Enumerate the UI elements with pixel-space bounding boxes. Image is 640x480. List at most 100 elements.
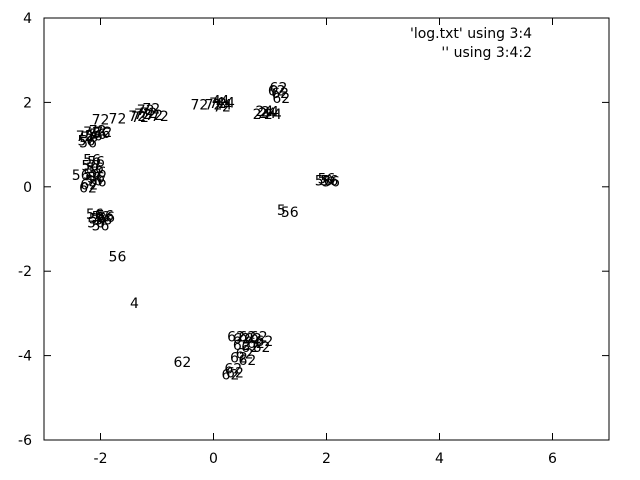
data-point-label: 56 [83,152,101,168]
data-point-label: 4 [130,296,139,312]
data-point-label: 62 [174,355,192,371]
data-point-label: 56 [281,205,299,221]
data-point-label: 72 [213,100,231,116]
data-point-label: 72 [140,106,158,122]
data-point-label: 56 [109,249,127,265]
data-point-label: 56 [320,173,338,189]
data-point-label: 62 [79,181,97,197]
y-tick-label: -6 [18,433,32,449]
data-point-label: 72 [137,103,155,119]
data-point-label: 4 [212,93,221,109]
data-point-label: 24 [264,107,282,123]
data-point-label: 62 [255,334,273,350]
data-point-label: 56 [87,216,105,232]
data-point-label: 5 [277,203,286,219]
legend-entry-series-1: 'log.txt' using 3:4 [410,26,532,42]
data-point-label: 56 [93,126,111,142]
data-point-label: 56 [81,159,99,175]
data-point-label: 56 [322,175,340,191]
data-point-label: 56 [89,165,107,181]
x-tick-label: 6 [548,451,557,467]
data-point-label: 56 [315,173,333,189]
data-point-label: 4 [223,98,232,114]
data-point-label: 62 [227,330,245,346]
data-point-label: 24 [253,107,271,123]
data-point-label: 56 [92,219,110,235]
data-point-label: 72 [142,102,160,118]
x-tick-label: 2 [322,451,331,467]
data-point-label: 62 [253,340,271,356]
x-tick-label: 0 [209,451,218,467]
data-point-label: 56 [86,207,104,223]
data-point-label: 72 [190,98,208,114]
data-point-label: 56 [87,171,105,187]
data-point-label: 72 [94,125,112,141]
data-point-label: 56 [97,210,115,226]
data-point-label: 4 [216,95,225,111]
data-point-label: 72 [109,111,127,127]
plot-frame [43,17,610,441]
data-point-label: 72 [76,129,94,145]
data-point-label: 62 [224,361,242,377]
data-point-label: 72 [83,125,101,141]
data-point-label: 62 [233,338,251,354]
data-point-label: 72 [92,112,110,128]
data-point-label: 56 [94,213,112,229]
data-point-label: 62 [272,91,290,107]
data-point-label: 62 [247,336,265,352]
data-point-label: 62 [230,351,248,367]
data-point-label: 24 [255,104,273,120]
data-point-label: 56 [96,208,114,224]
y-tick-label: 2 [23,95,32,111]
data-labels: 5656565656727272725672565656565656565656… [72,81,340,384]
data-point-label: 56 [92,209,110,225]
data-point-label: 24 [261,105,279,121]
data-point-label: 62 [233,332,251,348]
data-point-label: 62 [250,330,268,346]
data-point-label: 62 [226,365,244,381]
data-point-label: 56 [86,161,104,177]
data-point-label: 72 [209,96,227,112]
data-point-label: 56 [89,211,107,227]
data-point-label: 62 [222,368,240,384]
legend-entry-series-2: '' using 3:4:2 [441,45,532,61]
y-tick-label: 4 [23,11,32,27]
data-point-label: 24 [258,106,276,122]
y-tick-label: -2 [18,264,32,280]
data-point-label: 62 [244,332,262,348]
data-point-label: 56 [89,175,107,191]
data-point-label: 56 [80,130,98,146]
data-point-label: 56 [85,173,103,189]
data-point-label: 72 [128,109,146,125]
data-point-label: 72 [131,110,149,126]
data-point-label: 4 [226,95,235,111]
data-point-label: 72 [89,124,107,140]
x-tick-label: -2 [94,451,108,467]
data-point-label: 72 [151,109,169,125]
data-point-label: 72 [134,107,152,123]
data-point-label: 56 [85,128,103,144]
data-point-label: 56 [89,127,107,143]
legend: 'log.txt' using 3:4 '' using 3:4:2 [410,26,532,61]
x-tick-label: 4 [435,451,444,467]
data-point-label: 62 [268,84,286,100]
y-tick-label: -4 [18,349,32,365]
data-point-label: 62 [80,178,98,194]
data-point-label: 4 [220,93,229,109]
data-point-label: 56 [77,133,95,149]
data-point-label: 56 [318,171,336,187]
data-point-label: 62 [236,346,254,362]
data-point-label: 62 [238,353,256,369]
data-point-label: 62 [270,81,288,97]
data-point-label: 56 [87,154,105,170]
data-point-label: 56 [83,167,101,183]
y-tick-label: 0 [23,180,32,196]
axis-ticks [44,17,609,441]
data-point-label: 62 [238,330,256,346]
data-point-label: 56 [72,168,90,184]
data-point-label: 62 [271,86,289,102]
data-point-label: 62 [241,340,259,356]
